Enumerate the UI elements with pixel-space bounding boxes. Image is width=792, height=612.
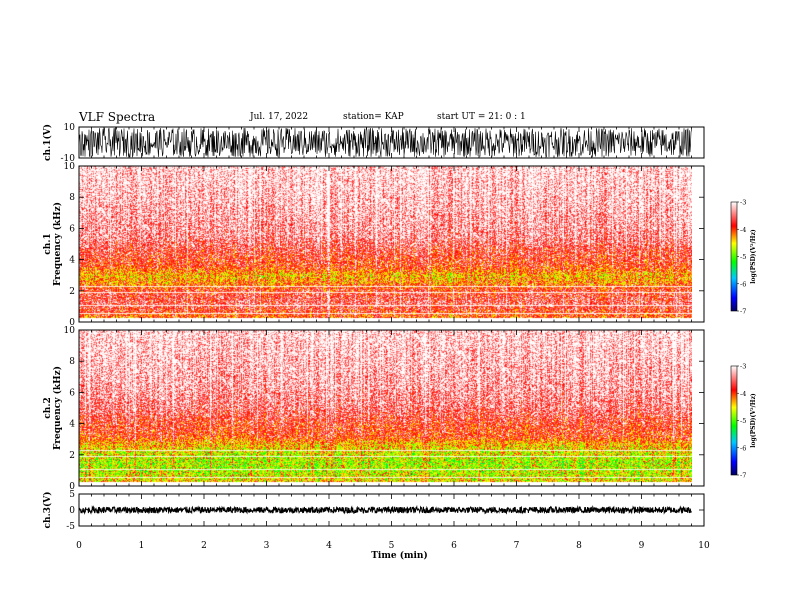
ch1-colorbar-tick-label: -4 bbox=[740, 226, 746, 234]
ch3-waveform-ylabel: ch.3(V) bbox=[42, 492, 53, 529]
ch1-colorbar bbox=[730, 201, 738, 312]
ch1-spectrogram-y-tick-label: 10 bbox=[64, 162, 76, 172]
ch1-spectrogram-y-tick-label: 8 bbox=[69, 193, 75, 203]
ch1-spectrogram-y-tick-label: 6 bbox=[69, 224, 75, 234]
ch2-spectrogram-y-tick-label: 4 bbox=[69, 420, 75, 430]
ch2-spectrogram-y-tick-label: 0 bbox=[69, 482, 75, 492]
x-tick-label: 5 bbox=[389, 541, 395, 551]
ch1-waveform-y-tick-label: 10 bbox=[64, 123, 76, 133]
spectrogram-image-ch2 bbox=[79, 330, 692, 486]
ch2-spectrogram-y-tick-label: 10 bbox=[64, 326, 76, 336]
ch2-colorbar-tick-label: -4 bbox=[740, 390, 746, 398]
ch1-colorbar-tick-label: -3 bbox=[740, 199, 746, 207]
ch2-colorbar-tick-label: -5 bbox=[740, 417, 746, 425]
ch3-waveform-y-tick-label: 0 bbox=[69, 506, 75, 516]
ch2-colorbar-tick-label: -3 bbox=[740, 363, 746, 371]
ch1-waveform-ylabel: ch.1(V) bbox=[42, 124, 53, 161]
ch2-spectrogram-y-tick-label: 8 bbox=[69, 357, 75, 367]
x-tick-label: 2 bbox=[201, 541, 207, 551]
ch1-spectrogram-y-tick-label: 0 bbox=[69, 318, 75, 328]
x-tick-label: 0 bbox=[76, 541, 82, 551]
ch1-spectrogram-y-tick-label: 2 bbox=[69, 287, 75, 297]
ch2-spectrogram-ylabel-line1: ch.2 bbox=[43, 397, 53, 418]
ch2-spectrogram-y-tick-label: 2 bbox=[69, 451, 75, 461]
waveform-trace-ch3 bbox=[78, 504, 692, 515]
ch1-waveform-y-tick-label: -10 bbox=[61, 154, 76, 164]
ch3-waveform-y-tick-label: 5 bbox=[69, 490, 75, 500]
x-tick-label: 1 bbox=[139, 541, 145, 551]
x-tick-label: 10 bbox=[698, 541, 710, 551]
ch1-spectrogram-y-tick-label: 4 bbox=[69, 256, 75, 266]
ch2-colorbar bbox=[730, 365, 738, 476]
ch1-colorbar-tick-label: -5 bbox=[740, 253, 746, 261]
x-axis-label: Time (min) bbox=[371, 550, 428, 561]
ch2-colorbar-tick-label: -7 bbox=[740, 472, 746, 480]
ch2-colorbar-label: log(PSD)(V²/Hz) bbox=[750, 393, 757, 448]
ch1-colorbar-tick-label: -6 bbox=[740, 280, 746, 288]
x-tick-label: 3 bbox=[264, 541, 270, 551]
ch2-spectrogram-y-tick-label: 6 bbox=[69, 388, 75, 398]
figure-title: VLF Spectra bbox=[79, 110, 156, 124]
x-tick-label: 7 bbox=[514, 541, 520, 551]
x-tick-label: 6 bbox=[451, 541, 457, 551]
waveform-trace-ch1 bbox=[78, 126, 692, 159]
ch1-spectrogram-ylabel-line2: Frequency (kHz) bbox=[52, 202, 63, 286]
x-tick-label: 8 bbox=[576, 541, 582, 551]
ch3-waveform-y-tick-label: -5 bbox=[66, 522, 75, 532]
ch2-spectrogram-ylabel-line2: Frequency (kHz) bbox=[52, 366, 63, 450]
x-tick-label: 4 bbox=[326, 541, 332, 551]
date-label: Jul. 17, 2022 bbox=[250, 112, 309, 122]
ch1-spectrogram-ylabel-line1: ch.1 bbox=[43, 233, 53, 254]
start-time-label: start UT = 21: 0 : 1 bbox=[437, 112, 526, 122]
station-label: station= KAP bbox=[343, 112, 404, 122]
ch1-colorbar-tick-label: -7 bbox=[740, 308, 746, 316]
x-tick-label: 9 bbox=[639, 541, 645, 551]
spectrogram-image-ch1 bbox=[79, 166, 692, 322]
ch2-colorbar-tick-label: -6 bbox=[740, 444, 746, 452]
ch1-colorbar-label: log(PSD)(V²/Hz) bbox=[750, 229, 757, 284]
